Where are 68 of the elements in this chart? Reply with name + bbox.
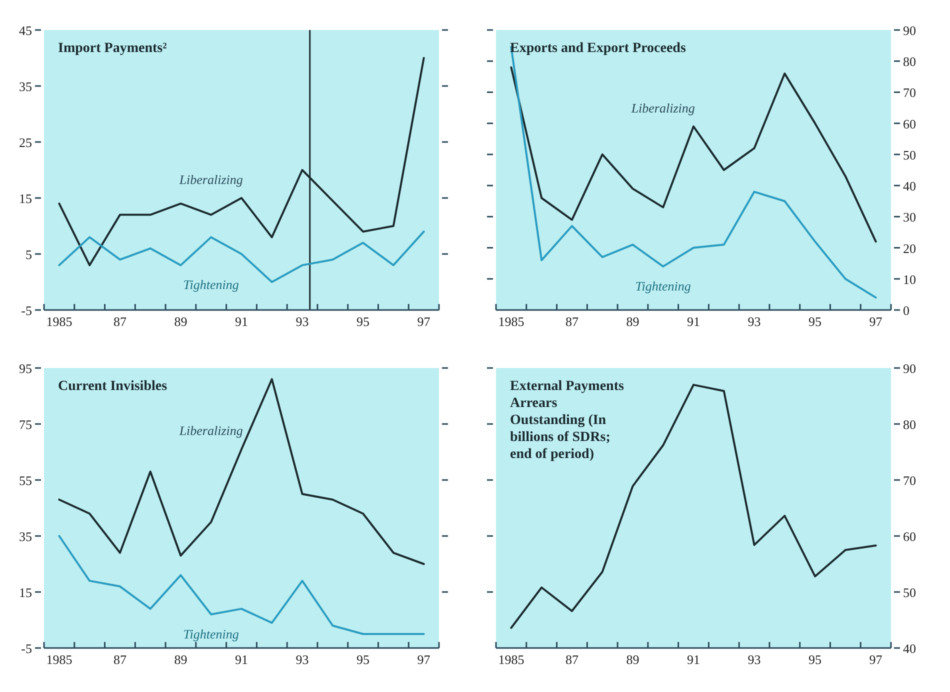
x-tick-label: 1985: [46, 314, 72, 329]
y-tick-label: -5: [21, 641, 32, 656]
series-label: Tightening: [635, 278, 692, 294]
y2-tick-label: 80: [903, 417, 916, 432]
series-label: Liberalizing: [630, 100, 696, 116]
y2-tick-label: 70: [903, 85, 916, 100]
y-tick-label: 75: [19, 417, 32, 432]
x-tick-label: 89: [626, 652, 640, 667]
x-tick-label: 91: [235, 314, 248, 329]
x-tick-label: 89: [174, 652, 188, 667]
x-tick-label: 91: [687, 652, 700, 667]
y2-tick-label: 90: [903, 23, 916, 38]
y-tick-label: -5: [21, 303, 32, 318]
y-tick-label: 15: [19, 585, 32, 600]
x-tick-label: 1985: [498, 652, 524, 667]
x-tick-label: 87: [113, 652, 127, 667]
x-tick-label: 91: [687, 314, 700, 329]
x-tick-label: 87: [113, 314, 127, 329]
x-tick-label: 93: [296, 314, 309, 329]
y2-tick-label: 0: [903, 303, 910, 318]
x-tick-label: 97: [417, 652, 431, 667]
x-tick-label: 89: [626, 314, 640, 329]
y2-tick-label: 50: [903, 585, 916, 600]
y2-tick-label: 10: [903, 272, 916, 287]
y-tick-label: 5: [26, 247, 32, 262]
y-tick-label: 95: [19, 361, 32, 376]
x-tick-label: 89: [174, 314, 188, 329]
text: Import Payments²: [58, 41, 167, 56]
y2-tick-label: 80: [903, 54, 916, 70]
series-label: Tightening: [183, 626, 240, 642]
x-tick-label: 93: [748, 652, 761, 667]
y2-tick-label: 60: [903, 529, 916, 544]
x-tick-label: 1985: [46, 652, 72, 667]
x-tick-label: 1985: [498, 314, 524, 329]
x-tick-label: 91: [235, 652, 248, 667]
x-tick-label: 87: [565, 314, 579, 329]
y2-tick-label: 50: [903, 147, 916, 162]
y2-tick-label: 40: [903, 178, 916, 194]
y2-tick-label: 60: [903, 116, 916, 132]
series-label: Tightening: [183, 277, 240, 292]
y-tick-label: 35: [19, 529, 32, 544]
y2-tick-label: 70: [903, 473, 916, 488]
x-tick-label: 97: [869, 314, 883, 329]
y2-tick-label: 40: [903, 641, 916, 656]
text: External Payments Arrears Outstanding (In billions of SDRs; end of period): [510, 379, 624, 462]
y-tick-label: 45: [19, 23, 32, 38]
y2-tick-label: 30: [903, 210, 916, 225]
x-tick-label: 95: [808, 314, 822, 329]
line-series: [58, 378, 425, 565]
series-label: Liberalizing: [178, 423, 244, 438]
y-tick-label: 25: [19, 135, 32, 150]
text: Exports and Export Proceeds: [510, 41, 686, 56]
x-tick-label: 93: [296, 652, 309, 667]
x-tick-label: 93: [748, 314, 761, 329]
series-label: Liberalizing: [178, 172, 244, 187]
x-tick-label: 95: [356, 314, 370, 329]
x-tick-label: 97: [417, 314, 431, 329]
text: Current Invisibles: [58, 379, 168, 394]
x-tick-label: 95: [356, 652, 370, 667]
x-tick-label: 97: [869, 652, 883, 667]
y-tick-label: 15: [19, 191, 32, 206]
x-tick-label: 95: [808, 652, 822, 667]
y2-tick-label: 90: [903, 361, 916, 376]
y-tick-label: 55: [19, 473, 32, 488]
y2-tick-label: 20: [903, 240, 916, 256]
x-tick-label: 87: [565, 652, 579, 667]
y-tick-label: 35: [19, 79, 32, 94]
line-series: [510, 66, 877, 243]
